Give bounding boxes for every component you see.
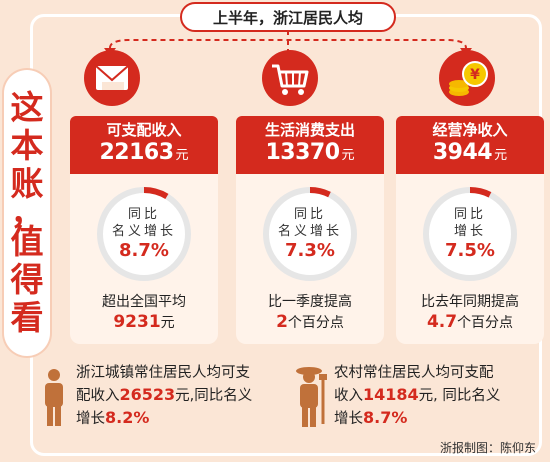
- card-desc: 比一季度提高: [268, 294, 352, 310]
- ring-label: 同比: [127, 207, 160, 222]
- card-header: 经营净收入 3944 元: [396, 116, 544, 174]
- card-label: 经营净收入: [432, 121, 508, 139]
- ring-progress-arc: [423, 187, 517, 281]
- growth-ring-text-wrap: 同比 名义增长 8.7%: [94, 184, 194, 284]
- card-disposable-income: 可支配收入 22163 元 同比 名义增长 8.7% 超出全国平均 9231元: [70, 116, 218, 344]
- card-unit: 元: [175, 148, 189, 163]
- ring-progress-arc: [97, 187, 191, 281]
- card-desc-suffix: 个百分点: [287, 315, 344, 331]
- envelope-money-icon: [82, 48, 142, 108]
- card-footer: 比一季度提高 2个百分点: [236, 292, 384, 332]
- card-unit: 元: [494, 148, 508, 163]
- card-unit: 元: [341, 148, 355, 163]
- ring-label: 同比: [293, 207, 326, 222]
- rural-line-3-pre: 增长: [334, 411, 363, 427]
- side-slogan: 这 本 账 ， 值 得 看: [4, 70, 50, 356]
- card-label: 生活消费支出: [264, 121, 355, 139]
- ring-percent: 7.3%: [285, 240, 335, 261]
- urban-line-2-post: 元,同比名义: [175, 388, 253, 404]
- credit-line: 浙报制图：陈仰东: [439, 441, 536, 455]
- card-consumption: 生活消费支出 13370 元 同比 名义增长 7.3% 比一季度提高 2个百分点: [236, 116, 384, 344]
- side-slogan-char: 得: [10, 260, 44, 299]
- card-value: 13370: [265, 140, 340, 165]
- card-label: 可支配收入: [106, 121, 182, 139]
- growth-ring: [423, 187, 517, 281]
- side-slogan-char: 看: [10, 298, 44, 337]
- growth-ring: [263, 187, 357, 281]
- shopping-cart-icon: [260, 48, 320, 108]
- rural-income-value: 14184: [363, 385, 419, 404]
- card-desc: 超出全国平均: [102, 294, 186, 310]
- ring-percent: 8.7%: [119, 240, 169, 261]
- card-footer: 超出全国平均 9231元: [70, 292, 218, 332]
- card-footer: 比去年同期提高 4.7个百分点: [396, 292, 544, 332]
- card-desc-suffix: 个百分点: [457, 315, 514, 331]
- side-slogan-char: 账: [10, 164, 44, 203]
- rural-line-2-post: 元, 同比名义: [418, 388, 501, 404]
- side-slogan-char: 值: [10, 222, 44, 261]
- side-slogan-char: 这: [10, 88, 44, 127]
- ring-label: 名义增长: [111, 224, 176, 239]
- urban-growth-value: 8.2%: [105, 408, 150, 427]
- rural-growth-value: 8.7%: [363, 408, 408, 427]
- rural-line-1: 农村常住居民人均可支配: [334, 365, 494, 381]
- card-desc-num: 4.7: [426, 312, 458, 332]
- card-value: 3944: [432, 140, 493, 165]
- ring-label: 名义增长: [277, 224, 342, 239]
- card-desc-num: 2: [276, 312, 288, 332]
- card-desc-num: 9231: [113, 312, 161, 332]
- farmer-icon: [296, 367, 327, 427]
- growth-ring-text-wrap: 同比 增长 7.5%: [420, 184, 520, 284]
- ring-progress-arc: [263, 187, 357, 281]
- person-icon: [45, 369, 63, 426]
- side-slogan-char: ，: [10, 193, 44, 232]
- urban-line-3-pre: 增长: [76, 411, 105, 427]
- page-title: 上半年，浙江居民人均: [180, 2, 396, 32]
- growth-ring: [97, 187, 191, 281]
- rural-line-2-pre: 收入: [334, 388, 363, 404]
- side-slogan-char: 本: [10, 126, 44, 165]
- card-value: 22163: [99, 140, 174, 165]
- growth-ring-text-wrap: 同比 名义增长 7.3%: [260, 184, 360, 284]
- ring-label: 同比: [453, 207, 486, 222]
- svg-text:¥: ¥: [470, 67, 480, 83]
- urban-line-2-pre: 配收入: [76, 388, 120, 404]
- card-header: 可支配收入 22163 元: [70, 116, 218, 174]
- ring-label: 增长: [453, 224, 486, 239]
- card-desc-suffix: 元: [160, 315, 175, 331]
- ring-percent: 7.5%: [445, 240, 495, 261]
- urban-income-value: 26523: [119, 385, 176, 404]
- card-business-income: 经营净收入 3944 元 同比 增长 7.5% 比去年同期提高 4.7个百分点: [396, 116, 544, 344]
- card-header: 生活消费支出 13370 元: [236, 116, 384, 174]
- urban-line-1: 浙江城镇常住居民人均可支: [76, 365, 250, 381]
- coins-icon: ¥: [437, 48, 497, 108]
- card-desc: 比去年同期提高: [421, 294, 519, 310]
